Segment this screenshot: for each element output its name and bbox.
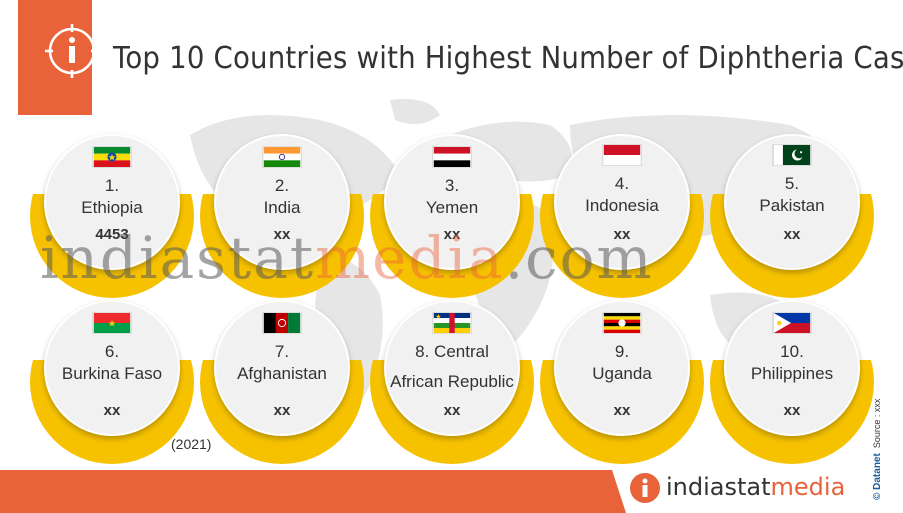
country-value: xx	[273, 226, 291, 243]
page-title: Top 10 Countries with Highest Number of …	[113, 41, 903, 76]
country-rank: 10.	[780, 342, 804, 361]
country-card-8: 8. Central African Republic xx	[370, 300, 534, 464]
country-name: Philippines	[750, 364, 834, 383]
footer-bar	[0, 470, 612, 513]
country-card-7: 7. Afghanistan xx	[200, 300, 364, 464]
country-card-10: 10. Philippines xx	[710, 300, 874, 464]
watermark-text: indiastat	[40, 224, 316, 292]
footer-notch	[596, 470, 626, 513]
source-label: Source : xxx	[872, 398, 882, 449]
info-logo-icon	[630, 473, 660, 503]
country-name: Indonesia	[585, 196, 659, 215]
uganda-flag-icon	[602, 312, 642, 334]
country-rank: 5.	[784, 174, 800, 193]
country-card-1: 1. Ethiopia 4453	[30, 134, 194, 298]
country-card-4: 4. Indonesia xx	[540, 134, 704, 298]
country-rank: 1.	[104, 176, 120, 195]
pakistan-flag-icon	[772, 144, 812, 166]
country-card-6: 6. Burkina Faso xx	[30, 300, 194, 464]
datanet-brand: © Datanet	[872, 453, 883, 500]
card-disc	[554, 134, 690, 270]
watermark-text-accent: media	[315, 224, 505, 292]
country-rank: 9.	[614, 342, 630, 361]
country-card-2: 2. India xx	[200, 134, 364, 298]
india-flag-icon	[262, 146, 302, 168]
burkina-faso-flag-icon	[92, 312, 132, 334]
watermark-text-suffix: .com	[504, 224, 654, 292]
country-card-3: 3. Yemen xx	[370, 134, 534, 298]
indonesia-flag-icon	[602, 144, 642, 166]
country-value: xx	[443, 402, 461, 419]
country-rank: 6.	[104, 342, 120, 361]
country-rank: 3.	[444, 176, 460, 195]
country-name: Burkina Faso	[61, 364, 163, 383]
country-name: Afghanistan	[237, 364, 327, 383]
country-name: India	[263, 198, 301, 217]
card-disc	[44, 300, 180, 436]
country-value: xx	[103, 402, 121, 419]
info-icon	[45, 24, 99, 78]
country-name: Ethiopia	[81, 198, 143, 217]
country-card-9: 9. Uganda xx	[540, 300, 704, 464]
country-value: xx	[783, 226, 801, 243]
country-rank: 8. Central	[415, 342, 489, 361]
logo-text-accent: media	[770, 473, 846, 501]
country-name: Uganda	[592, 364, 652, 383]
country-name: Yemen	[425, 198, 479, 217]
watermark: indiastatmedia.com	[40, 224, 654, 292]
afghanistan-flag-icon	[262, 312, 302, 334]
country-value: xx	[613, 402, 631, 419]
country-value: xx	[783, 402, 801, 419]
yemen-flag-icon	[432, 146, 472, 168]
country-value: xx	[273, 402, 291, 419]
ethiopia-flag-icon	[92, 146, 132, 168]
country-value: xx	[443, 226, 461, 243]
country-rank: 4.	[614, 174, 630, 193]
central-african-republic-flag-icon	[432, 312, 472, 334]
philippines-flag-icon	[772, 312, 812, 334]
logo-text: indiastat	[666, 473, 771, 501]
country-value: 4453	[95, 226, 129, 243]
country-name: African Republic	[390, 372, 514, 391]
country-value: xx	[613, 226, 631, 243]
country-name: Pakistan	[759, 196, 825, 215]
country-rank: 7.	[274, 342, 290, 361]
year-label: (2021)	[171, 436, 212, 452]
info-badge	[18, 0, 99, 115]
country-rank: 2.	[274, 176, 290, 195]
country-card-5: 5. Pakistan xx	[710, 134, 874, 298]
source-credit: © Datanet Source : xxx	[872, 360, 892, 500]
